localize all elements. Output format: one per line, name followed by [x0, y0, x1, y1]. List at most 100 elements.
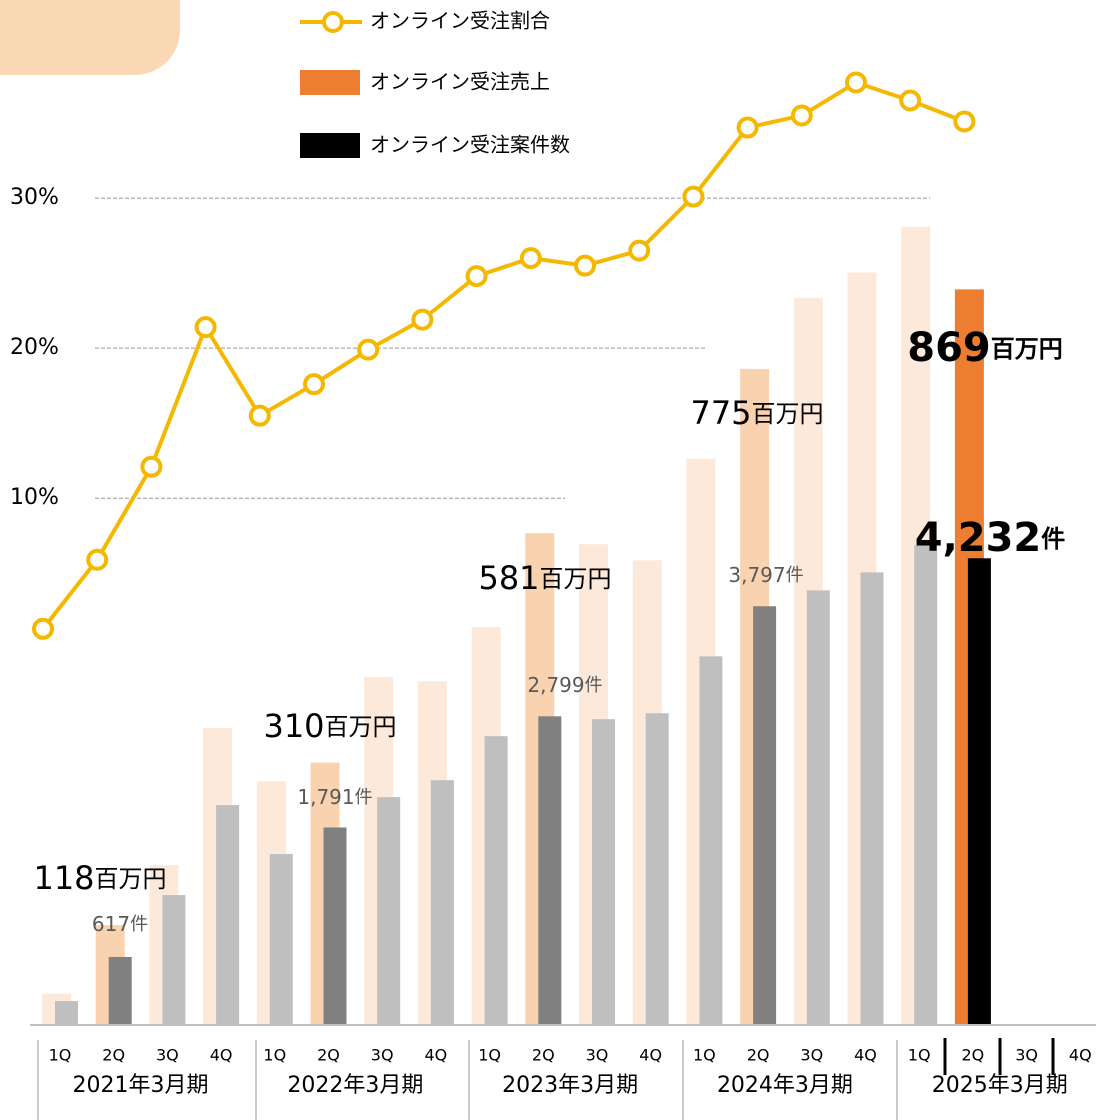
x-tick-label: 4Q	[639, 1046, 662, 1065]
x-tick-label: 4Q	[425, 1046, 448, 1065]
ratio-marker	[736, 116, 759, 139]
data-label: 2,799件	[527, 673, 602, 697]
data-label-unit: 百万円	[325, 713, 397, 741]
x-tick-label: 4Q	[210, 1046, 233, 1065]
data-label-unit: 百万円	[540, 565, 612, 593]
data-label-value: 1,791	[297, 785, 354, 809]
ratio-marker	[953, 110, 976, 133]
data-label: 310百万円	[263, 707, 396, 745]
group-label: 2025年3月期	[932, 1073, 1068, 1098]
ratio-marker	[790, 104, 813, 127]
data-label-unit: 件	[355, 787, 373, 808]
data-label: 775百万円	[690, 394, 823, 432]
group-label: 2024年3月期	[717, 1073, 853, 1098]
ratio-marker	[194, 316, 217, 339]
count-bar	[753, 606, 777, 1025]
group-label: 2021年3月期	[73, 1073, 209, 1098]
group-label: 2022年3月期	[287, 1073, 423, 1098]
ratio-marker	[140, 455, 163, 478]
x-tick-label: 4Q	[1069, 1046, 1092, 1065]
x-tick-label: 1Q	[693, 1046, 716, 1065]
count-bar	[484, 736, 508, 1025]
data-label-unit: 百万円	[752, 400, 824, 428]
data-label-value: 310	[263, 707, 324, 745]
count-bar	[55, 1001, 78, 1025]
y2-tick-label: 10%	[10, 485, 59, 510]
data-label: 1,791件	[297, 785, 372, 809]
data-label-unit: 百万円	[991, 335, 1063, 363]
data-label: 118百万円	[33, 859, 166, 897]
x-tick-label: 3Q	[800, 1046, 823, 1065]
x-tick-label: 1Q	[263, 1046, 286, 1065]
data-label-unit: 件	[786, 565, 804, 586]
data-label-value: 3,797	[728, 563, 785, 587]
x-tick-label: 2Q	[532, 1046, 555, 1065]
count-bar	[108, 956, 132, 1025]
count-bar	[538, 716, 562, 1025]
x-tick-label: 2Q	[317, 1046, 340, 1065]
data-label: 581百万円	[478, 559, 611, 597]
data-label-unit: 百万円	[95, 865, 167, 893]
x-tick-label: 3Q	[586, 1046, 609, 1065]
count-bar	[430, 780, 454, 1025]
ratio-marker	[86, 548, 109, 571]
count-bar	[377, 797, 401, 1025]
x-tick-label: 2Q	[962, 1046, 985, 1065]
y2-tick-label: 30%	[10, 185, 59, 210]
group-label: 2023年3月期	[502, 1073, 638, 1098]
legend-label: オンライン受注売上	[370, 70, 550, 94]
x-tick-label: 2Q	[102, 1046, 125, 1065]
legend-label: オンライン受注案件数	[370, 133, 570, 157]
data-label-value: 775	[690, 394, 751, 432]
ratio-marker	[519, 247, 542, 270]
data-label: 869百万円	[907, 325, 1063, 371]
data-label: 4,232件	[915, 515, 1066, 561]
ratio-marker	[682, 185, 705, 208]
x-tick-label: 1Q	[49, 1046, 72, 1065]
x-tick-label: 2Q	[747, 1046, 770, 1065]
data-label-unit: 件	[130, 914, 148, 935]
decoration	[0, 0, 180, 75]
data-label-value: 617	[92, 912, 130, 936]
count-bar	[860, 572, 884, 1025]
ratio-marker	[303, 373, 325, 396]
count-bar	[699, 656, 723, 1025]
y2-tick-label: 20%	[10, 335, 59, 360]
x-tick-label: 4Q	[854, 1046, 877, 1065]
ratio-marker	[411, 308, 434, 331]
ratio-marker	[248, 404, 271, 427]
ratio-marker	[32, 617, 54, 640]
x-tick-label: 1Q	[908, 1046, 931, 1065]
x-tick-label: 1Q	[478, 1046, 501, 1065]
data-label-value: 4,232	[915, 515, 1042, 561]
legend-swatch	[300, 133, 360, 158]
count-bar	[592, 719, 615, 1025]
count-bar	[269, 854, 293, 1025]
count-bar	[645, 713, 669, 1025]
data-label-unit: 件	[585, 675, 603, 696]
count-bar	[216, 805, 240, 1025]
data-label-value: 118	[33, 859, 94, 897]
data-label-value: 2,799	[527, 673, 584, 697]
data-label: 3,797件	[728, 563, 803, 587]
legend-swatch	[300, 70, 360, 95]
x-tick-label: 3Q	[371, 1046, 394, 1065]
legend-label: オンライン受注割合	[370, 9, 550, 33]
ratio-marker	[628, 239, 651, 262]
data-label-unit: 件	[1041, 525, 1065, 553]
ratio-marker	[899, 89, 922, 112]
x-tick-label: 3Q	[1015, 1046, 1038, 1065]
ratio-marker	[574, 254, 596, 277]
data-label-value: 869	[907, 325, 991, 371]
data-label-value: 581	[478, 559, 539, 597]
count-bar	[323, 827, 347, 1025]
data-label: 617件	[92, 912, 148, 936]
count-bar	[967, 558, 991, 1025]
ratio-marker	[465, 265, 488, 288]
count-bar	[162, 895, 186, 1025]
ratio-marker	[357, 338, 380, 361]
count-bar	[914, 545, 938, 1025]
legend-marker	[322, 11, 344, 33]
count-bar	[806, 590, 830, 1025]
